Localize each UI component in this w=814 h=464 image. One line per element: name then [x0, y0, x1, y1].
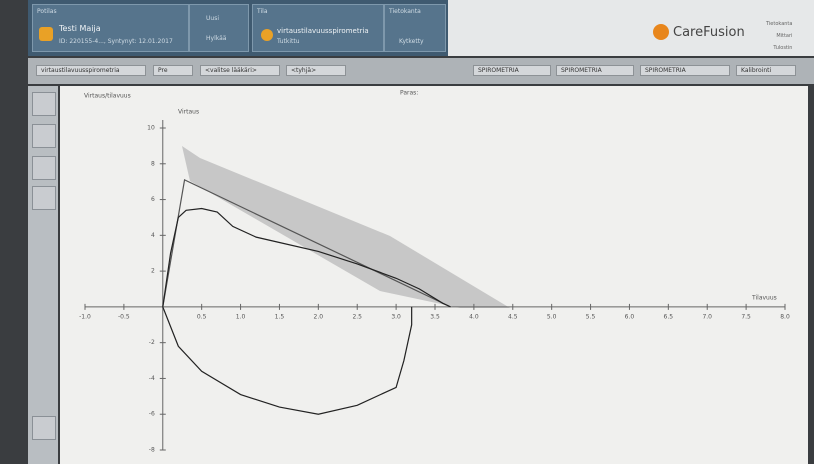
x-tick-label: 3.5	[430, 313, 440, 320]
action-panel: Uusi Hylkää	[189, 4, 249, 52]
y-tick-label: 2	[151, 268, 155, 275]
y-tick-label: -4	[149, 375, 155, 382]
indicators: Tietokanta Mittari Tulostin	[766, 18, 792, 54]
indicator: Tulostin	[766, 42, 792, 54]
logo	[653, 24, 669, 40]
indicator: Mittari	[766, 30, 792, 42]
x-tick-label: -1.0	[79, 313, 91, 320]
brand: CareFusion	[673, 25, 745, 40]
x-axis-label: Tilavuus	[751, 295, 777, 302]
db-status: Kytketty	[399, 38, 424, 45]
x-tick-label: 5.5	[586, 313, 596, 320]
x-tick-label: 4.0	[469, 313, 479, 320]
chart-title: Virtaus/tilavuus	[84, 93, 131, 100]
doctor-select[interactable]: <valitse lääkäri>	[200, 65, 280, 76]
y-axis-label: Virtaus	[178, 109, 199, 116]
x-tick-label: 6.0	[625, 313, 635, 320]
test-select[interactable]: virtaustilavuusspirometria	[36, 65, 146, 76]
icon	[39, 27, 53, 41]
y-tick-label: 10	[147, 125, 155, 132]
screen: Potilas Testi Maija ID: 220155-4..., Syn…	[0, 0, 814, 464]
x-tick-label: 5.0	[547, 313, 557, 320]
side-button[interactable]	[32, 186, 56, 210]
new-button[interactable]: Uusi	[206, 15, 219, 22]
y-tick-label: 4	[151, 232, 155, 239]
patient-name: Testi Maija	[59, 24, 101, 33]
x-tick-label: 7.5	[741, 313, 751, 320]
indicator: Tietokanta	[766, 18, 792, 30]
x-tick-label: 6.5	[664, 313, 674, 320]
legend-label: Paras:	[400, 90, 418, 97]
x-tick-label: 1.0	[236, 313, 246, 320]
y-tick-label: 8	[151, 160, 155, 167]
label: Tila	[257, 8, 268, 15]
x-tick-label: 3.0	[391, 313, 401, 320]
test-status: Tutkittu	[277, 38, 300, 45]
x-tick-label: 7.0	[702, 313, 712, 320]
icon	[261, 29, 273, 41]
sidebar	[28, 86, 58, 464]
label: Tietokanta	[389, 8, 421, 15]
tab[interactable]: SPIROMETRIA	[556, 65, 634, 76]
side-button[interactable]	[32, 156, 56, 180]
status-panel: Tila virtaustilavuusspirometria Tutkittu	[252, 4, 384, 52]
y-tick-label: -2	[149, 339, 155, 346]
y-tick-label: -6	[149, 411, 155, 418]
tab[interactable]: SPIROMETRIA	[473, 65, 551, 76]
other-button[interactable]: Hylkää	[206, 35, 226, 42]
x-tick-label: 1.5	[275, 313, 285, 320]
x-tick-label: -0.5	[118, 313, 130, 320]
test-name: virtaustilavuusspirometria	[277, 27, 369, 35]
x-tick-label: 2.5	[352, 313, 362, 320]
y-tick-label: 6	[151, 196, 155, 203]
phase-select[interactable]: Pre	[153, 65, 193, 76]
calibrate-button[interactable]: Kalibrointi	[736, 65, 796, 76]
side-button[interactable]	[32, 92, 56, 116]
x-tick-label: 0.5	[197, 313, 207, 320]
side-button[interactable]	[32, 124, 56, 148]
side-button[interactable]	[32, 416, 56, 440]
x-tick-label: 2.0	[314, 313, 324, 320]
patient-id: ID: 220155-4..., Syntynyt: 12.01.2017	[59, 38, 173, 45]
x-tick-label: 4.5	[508, 313, 518, 320]
y-tick-label: -8	[149, 447, 155, 454]
chart: Virtaus/tilavuus Paras: Virtaus Tilavuus…	[60, 86, 808, 464]
db-panel: Tietokanta Kytketty	[384, 4, 446, 52]
empty-select[interactable]: <tyhjä>	[286, 65, 346, 76]
brand-area: CareFusion Tietokanta Mittari Tulostin	[448, 0, 814, 56]
toolbar: virtaustilavuusspirometria Pre <valitse …	[28, 58, 814, 84]
patient-panel: Potilas Testi Maija ID: 220155-4..., Syn…	[32, 4, 189, 52]
label: Potilas	[37, 8, 57, 15]
x-tick-label: 8.0	[780, 313, 790, 320]
tab[interactable]: SPIROMETRIA	[640, 65, 730, 76]
